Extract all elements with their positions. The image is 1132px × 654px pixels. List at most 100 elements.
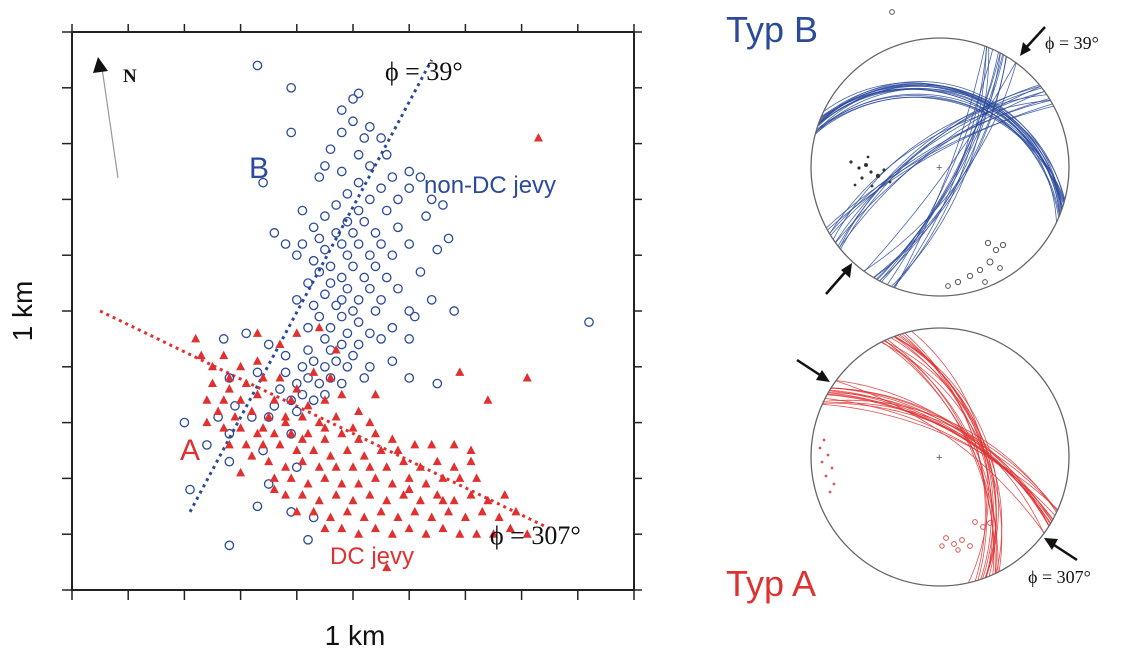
dc-point <box>387 434 397 443</box>
non-dc-point <box>314 233 325 244</box>
non-dc-point <box>291 294 302 305</box>
non-dc-point <box>348 350 358 361</box>
trend-line-phi-39 <box>188 59 434 513</box>
non-dc-point <box>291 250 302 261</box>
dc-point <box>505 523 515 533</box>
stereonet-b-outline <box>810 37 1070 297</box>
nodal-plane <box>826 105 1054 229</box>
nodal-planes-b <box>814 46 1066 289</box>
dc-point <box>337 428 347 438</box>
nodal-plane <box>829 99 1051 234</box>
north-arrow-shaft <box>101 67 119 179</box>
dc-point <box>331 490 341 499</box>
dc-point <box>415 462 425 471</box>
non-dc-point <box>336 166 347 177</box>
dc-point <box>342 506 352 516</box>
dc-point <box>297 412 307 421</box>
dc-point <box>393 512 403 521</box>
arrow-a-right <box>1050 541 1078 562</box>
dc-point <box>236 395 246 404</box>
non-dc-point <box>308 300 319 311</box>
nodal-plane <box>823 82 1057 223</box>
dc-point <box>269 395 279 404</box>
non-dc-point <box>365 122 375 132</box>
dc-point <box>494 512 504 521</box>
dc-point <box>286 395 296 404</box>
dc-point <box>258 439 268 449</box>
y-axis-label: 1 km <box>7 281 38 342</box>
non-dc-point <box>370 228 381 238</box>
non-dc-point <box>320 361 330 372</box>
dc-point <box>421 478 431 488</box>
dc-point <box>236 423 246 432</box>
phi-39-label: ϕ = 39° <box>385 57 463 86</box>
non-dc-point <box>342 283 353 294</box>
dc-point <box>472 473 482 482</box>
nodal-plane <box>840 84 1040 250</box>
phi-307-label: ϕ = 307° <box>490 521 581 550</box>
non-dc-point <box>331 228 341 238</box>
non-dc-point <box>353 339 364 350</box>
dc-point <box>438 473 448 482</box>
dc-point <box>281 417 291 427</box>
dc-point <box>427 512 437 521</box>
dc-point <box>309 445 319 454</box>
non-dc-point <box>426 294 437 305</box>
non-dc-point <box>365 328 375 339</box>
non-dc-point <box>303 322 313 333</box>
dc-point <box>269 473 279 482</box>
dc-point <box>432 490 442 499</box>
non-dc-point <box>381 149 392 160</box>
dc-point <box>404 484 414 494</box>
dc-point <box>303 478 313 488</box>
nodal-plane <box>831 387 1050 527</box>
non-dc-point <box>325 278 336 288</box>
non-dc-point <box>263 339 274 350</box>
non-dc-point <box>331 300 341 311</box>
non-dc-point <box>353 294 364 305</box>
non-dc-point <box>376 294 386 305</box>
nodal-plane <box>832 94 1047 240</box>
non-dc-point <box>336 105 347 115</box>
nodal-plane <box>881 341 999 573</box>
cluster-label-b: B <box>249 152 269 185</box>
dc-point <box>370 473 380 482</box>
dc-point <box>342 445 352 454</box>
pole-cluster-a-left <box>818 438 836 494</box>
dc-point <box>208 361 217 371</box>
dc-point <box>370 523 380 533</box>
non-dc-point <box>314 267 325 277</box>
non-dc-point <box>348 261 358 272</box>
dc-point <box>337 523 347 533</box>
non-dc-point <box>291 462 302 473</box>
dc-point <box>236 361 246 371</box>
dc-point <box>252 356 262 365</box>
non-dc-point <box>342 361 353 372</box>
dc-point <box>359 451 369 460</box>
non-dc-point <box>303 345 313 355</box>
dc-point <box>281 490 291 499</box>
dc-point <box>466 456 476 466</box>
dc-point <box>281 462 291 471</box>
non-dc-point <box>308 356 319 367</box>
nodal-plane <box>819 85 1061 214</box>
dc-point <box>236 467 246 477</box>
dc-point <box>303 428 313 438</box>
north-label: N <box>123 66 137 87</box>
pole-cluster-b-right <box>889 9 1007 289</box>
nodal-plane <box>835 380 1045 534</box>
dc-point <box>449 439 459 449</box>
dc-point <box>213 406 223 415</box>
dc-point <box>292 445 302 454</box>
dc-point <box>230 412 240 421</box>
non-dc-point <box>291 406 302 417</box>
non-dc-point <box>308 395 319 406</box>
non-dc-point <box>393 194 403 205</box>
non-dc-point <box>353 205 364 216</box>
non-dc-point <box>336 272 347 283</box>
non-dc-point <box>376 133 386 143</box>
dc-point <box>320 473 330 482</box>
dc-point <box>415 495 425 505</box>
non-dc-point <box>342 188 353 199</box>
